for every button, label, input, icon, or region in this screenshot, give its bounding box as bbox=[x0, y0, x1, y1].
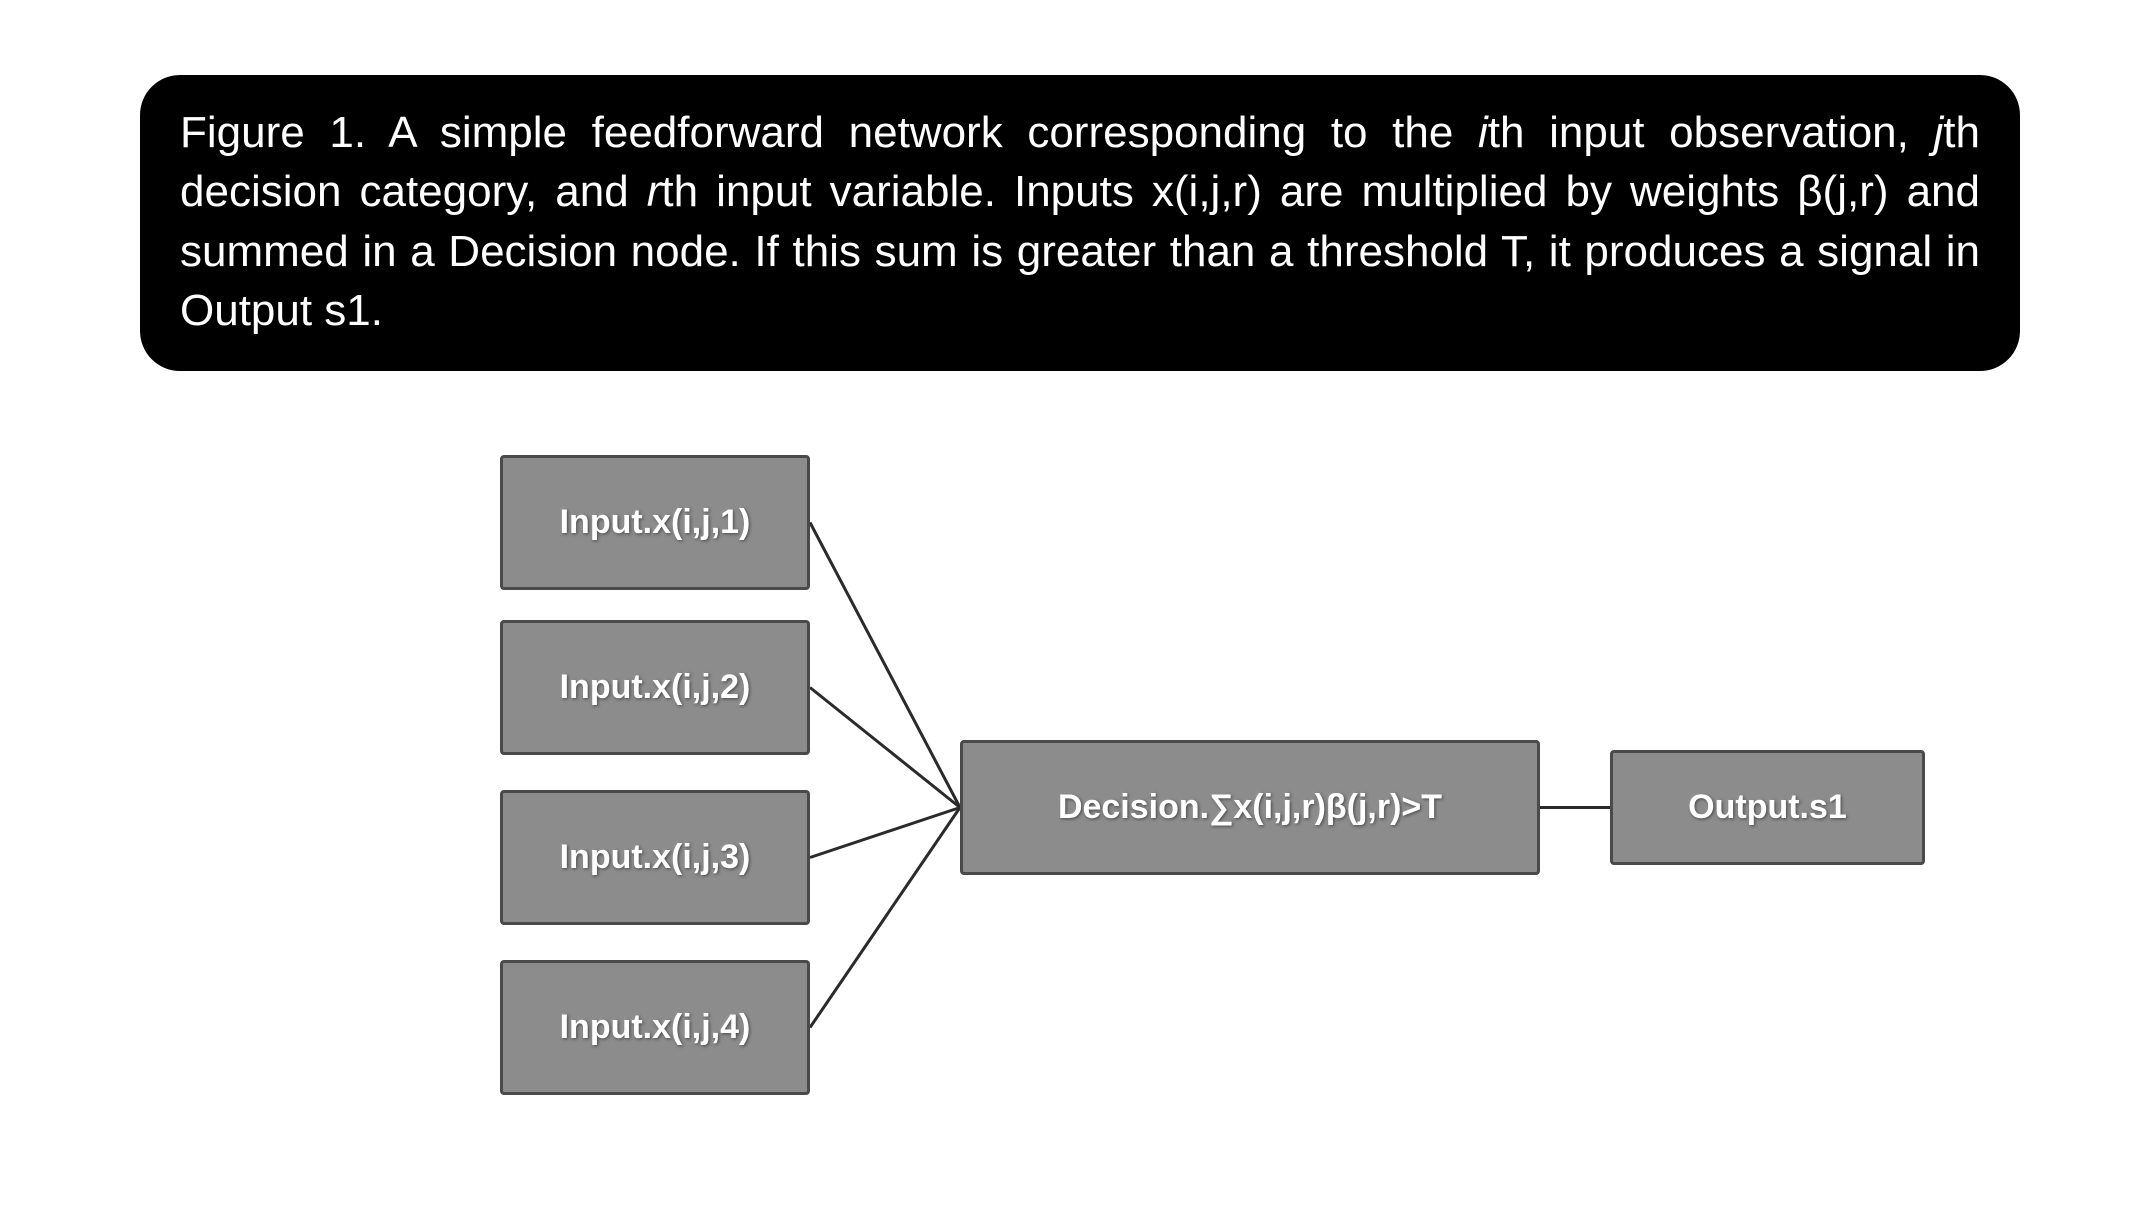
caption-text-prefix: Figure 1. A simple feedforward network c… bbox=[180, 108, 1478, 157]
figure-caption: Figure 1. A simple feedforward network c… bbox=[140, 75, 2020, 371]
caption-i: i bbox=[1478, 108, 1488, 157]
edge-in3-decision bbox=[810, 808, 960, 858]
edge-in1-decision bbox=[810, 523, 960, 808]
node-output: Output.s1 bbox=[1610, 750, 1925, 865]
node-in3: Input.x(i,j,3) bbox=[500, 790, 810, 925]
edge-in4-decision bbox=[810, 808, 960, 1028]
node-decision: Decision.∑x(i,j,r)β(j,r)>T bbox=[960, 740, 1540, 875]
node-in4: Input.x(i,j,4) bbox=[500, 960, 810, 1095]
node-in2: Input.x(i,j,2) bbox=[500, 620, 810, 755]
caption-r: r bbox=[647, 167, 662, 216]
node-in1: Input.x(i,j,1) bbox=[500, 455, 810, 590]
edge-in2-decision bbox=[810, 688, 960, 808]
caption-text-mid1: th input observation, bbox=[1488, 108, 1934, 157]
caption-j: j bbox=[1934, 108, 1944, 157]
